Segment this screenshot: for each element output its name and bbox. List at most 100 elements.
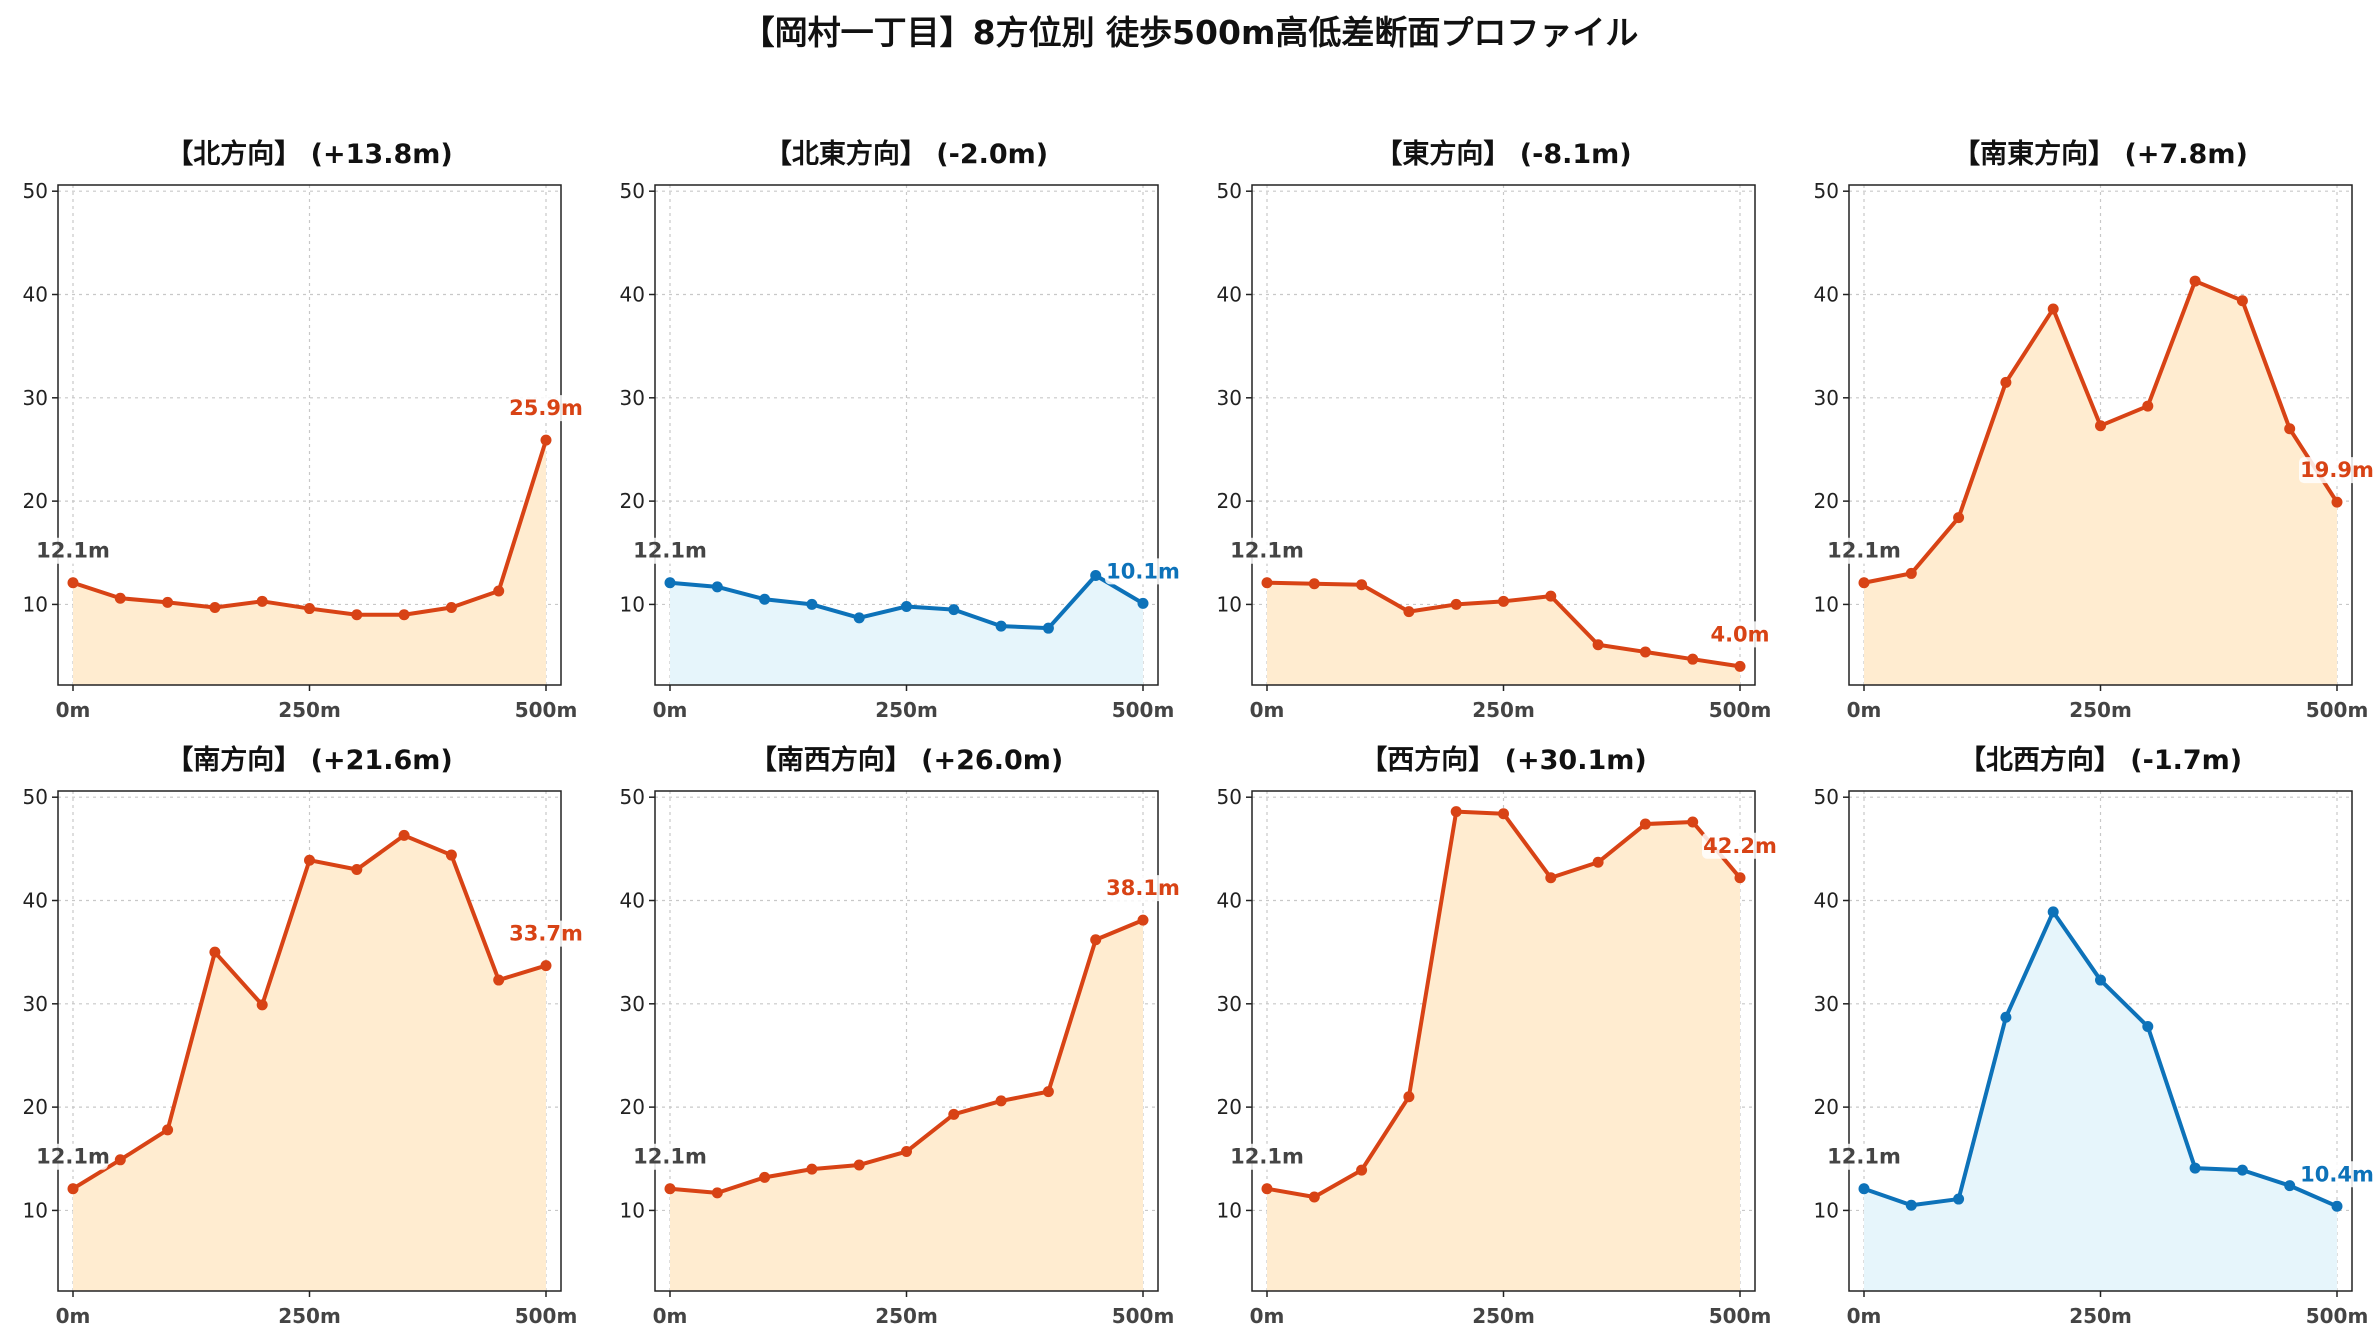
- data-point: [995, 1095, 1007, 1107]
- data-point: [948, 1108, 960, 1120]
- data-point: [1308, 578, 1320, 590]
- y-tick-label: 50: [1217, 785, 1242, 809]
- y-tick-label: 50: [620, 179, 645, 203]
- data-point: [114, 592, 126, 604]
- data-point: [2142, 1021, 2154, 1033]
- data-point: [1953, 512, 1965, 524]
- start-elevation-label: 12.1m: [633, 539, 707, 563]
- x-tick-label: 500m: [1709, 1304, 1772, 1328]
- data-point: [304, 603, 315, 615]
- data-point: [2189, 1162, 2201, 1174]
- y-tick-label: 40: [1217, 889, 1242, 913]
- data-point: [1734, 872, 1746, 884]
- x-tick-label: 500m: [2306, 1304, 2369, 1328]
- y-tick-label: 40: [23, 889, 48, 913]
- data-point: [1450, 806, 1462, 818]
- data-point: [1592, 856, 1604, 868]
- data-point: [901, 600, 912, 612]
- end-elevation-label: 10.1m: [1106, 559, 1180, 583]
- x-tick-label: 500m: [1112, 1304, 1175, 1328]
- data-point: [1137, 914, 1149, 926]
- data-point: [1261, 577, 1273, 589]
- data-point: [1687, 653, 1699, 665]
- y-tick-label: 10: [620, 592, 645, 616]
- y-tick-label: 30: [1814, 992, 1839, 1016]
- y-tick-label: 20: [1814, 1095, 1839, 1119]
- data-point: [256, 595, 268, 607]
- y-tick-label: 40: [1217, 283, 1242, 307]
- x-tick-label: 250m: [2069, 698, 2132, 722]
- start-elevation-label: 12.1m: [633, 1145, 707, 1169]
- data-point: [1545, 872, 1557, 884]
- x-tick-label: 500m: [1709, 698, 1772, 722]
- start-label-background: [635, 1143, 705, 1170]
- y-tick-label: 30: [620, 992, 645, 1016]
- elevation-area: [1864, 281, 2337, 685]
- data-point: [759, 593, 771, 605]
- data-point: [67, 577, 79, 589]
- data-point: [445, 602, 457, 614]
- data-point: [1687, 816, 1699, 828]
- y-tick-label: 20: [1217, 1095, 1242, 1119]
- data-point: [2095, 420, 2106, 432]
- data-point: [1261, 1183, 1273, 1195]
- data-point: [1953, 1193, 1965, 1205]
- end-elevation-label: 33.7m: [509, 922, 583, 946]
- end-label-background: [508, 920, 584, 947]
- y-tick-label: 50: [1814, 785, 1839, 809]
- data-point: [2331, 496, 2343, 508]
- y-tick-label: 40: [23, 283, 48, 307]
- x-tick-label: 500m: [515, 1304, 578, 1328]
- y-tick-label: 20: [1217, 489, 1242, 513]
- end-label-background: [2299, 457, 2375, 484]
- end-elevation-label: 4.0m: [1710, 622, 1769, 646]
- x-tick-label: 250m: [278, 698, 341, 722]
- y-tick-label: 20: [620, 1095, 645, 1119]
- data-point: [711, 1187, 723, 1199]
- end-label-background: [1702, 621, 1778, 648]
- data-point: [1403, 1091, 1415, 1103]
- y-tick-label: 50: [23, 179, 48, 203]
- start-label-background: [1232, 1143, 1302, 1170]
- y-tick-label: 40: [1814, 283, 1839, 307]
- data-point: [1905, 1199, 1917, 1211]
- y-tick-label: 40: [1814, 889, 1839, 913]
- data-point: [1090, 934, 1102, 946]
- data-point: [1905, 567, 1917, 579]
- y-tick-label: 50: [1814, 179, 1839, 203]
- data-point: [853, 1159, 865, 1171]
- y-tick-label: 10: [620, 1198, 645, 1222]
- panel-title: 【南方向】 (+21.6m): [166, 744, 452, 776]
- y-tick-label: 10: [1217, 592, 1242, 616]
- data-point: [759, 1171, 771, 1183]
- data-point: [540, 434, 552, 446]
- data-point: [2000, 376, 2012, 388]
- start-elevation-label: 12.1m: [36, 1145, 110, 1169]
- x-tick-label: 250m: [2069, 1304, 2132, 1328]
- x-tick-label: 0m: [1250, 698, 1285, 722]
- y-tick-label: 30: [23, 992, 48, 1016]
- y-tick-label: 40: [620, 889, 645, 913]
- data-point: [351, 609, 363, 621]
- x-tick-label: 250m: [875, 698, 938, 722]
- data-point: [2000, 1011, 2012, 1023]
- data-point: [806, 1163, 818, 1175]
- data-point: [853, 612, 865, 624]
- y-tick-label: 10: [1814, 1198, 1839, 1222]
- start-label-background: [635, 537, 705, 564]
- elevation-area: [670, 920, 1143, 1291]
- data-point: [1639, 646, 1651, 658]
- data-point: [1858, 577, 1870, 589]
- data-point: [806, 598, 818, 610]
- data-point: [114, 1154, 126, 1166]
- y-tick-label: 30: [1217, 992, 1242, 1016]
- data-point: [664, 577, 676, 589]
- data-point: [398, 829, 410, 841]
- data-point: [162, 1124, 174, 1136]
- data-point: [2047, 303, 2059, 315]
- data-point: [1858, 1183, 1870, 1195]
